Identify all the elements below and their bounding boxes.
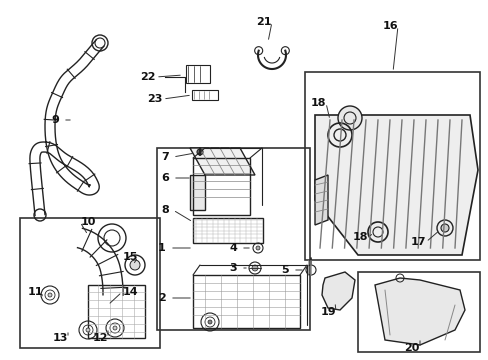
Polygon shape [374, 278, 464, 345]
Text: 23: 23 [147, 94, 163, 104]
Text: 7: 7 [161, 152, 168, 162]
Circle shape [86, 328, 90, 332]
Text: 14: 14 [122, 287, 138, 297]
Text: 12: 12 [92, 333, 107, 343]
Text: 2: 2 [158, 293, 165, 303]
Bar [193, 218, 263, 243]
Text: 19: 19 [320, 307, 335, 317]
Bar [185, 65, 209, 83]
Text: 18: 18 [351, 232, 367, 242]
Circle shape [130, 260, 140, 270]
Bar [192, 90, 218, 100]
Text: 17: 17 [409, 237, 425, 247]
Text: 1: 1 [158, 243, 165, 253]
Text: 3: 3 [229, 263, 236, 273]
Polygon shape [321, 272, 354, 310]
Circle shape [48, 293, 52, 297]
Circle shape [207, 320, 212, 324]
Circle shape [337, 106, 361, 130]
Polygon shape [314, 175, 327, 225]
Bar [88, 285, 145, 338]
Text: 16: 16 [382, 21, 397, 31]
Bar [157, 148, 309, 330]
Bar [193, 158, 249, 215]
Text: 21: 21 [256, 17, 271, 27]
Circle shape [251, 265, 258, 271]
Text: 13: 13 [52, 333, 67, 343]
Polygon shape [190, 175, 204, 210]
Text: 11: 11 [27, 287, 42, 297]
Bar [305, 72, 479, 260]
Text: 18: 18 [309, 98, 325, 108]
Text: 9: 9 [51, 115, 59, 125]
Text: 15: 15 [122, 252, 138, 262]
Circle shape [256, 246, 260, 250]
Text: 10: 10 [80, 217, 96, 227]
Polygon shape [314, 115, 477, 255]
Bar [193, 275, 299, 328]
Text: 4: 4 [228, 243, 237, 253]
Text: 8: 8 [161, 205, 168, 215]
Text: 6: 6 [161, 173, 168, 183]
Text: 5: 5 [281, 265, 288, 275]
Circle shape [113, 326, 117, 330]
Bar [20, 218, 160, 348]
Text: 20: 20 [404, 343, 419, 353]
Bar [357, 272, 479, 352]
Polygon shape [190, 148, 254, 175]
Circle shape [197, 149, 203, 155]
Text: 22: 22 [140, 72, 156, 82]
Circle shape [440, 224, 448, 232]
